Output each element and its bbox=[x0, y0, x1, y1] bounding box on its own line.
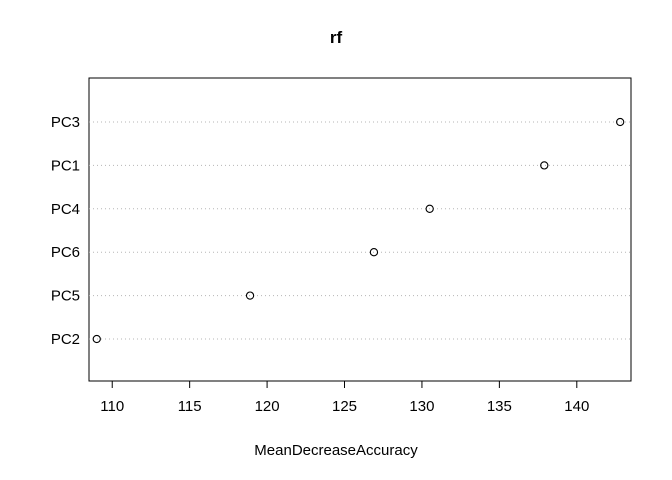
data-point bbox=[540, 161, 549, 170]
x-axis-label: MeanDecreaseAccuracy bbox=[254, 442, 418, 459]
data-point bbox=[425, 204, 434, 213]
x-tick-label: 110 bbox=[100, 398, 124, 415]
data-points bbox=[92, 117, 625, 344]
category-label: PC5 bbox=[51, 288, 80, 305]
grid-lines bbox=[89, 121, 631, 340]
category-labels: PC3 PC1 PC4 PC6 PC5 PC2 bbox=[51, 114, 80, 348]
x-tick-label: 130 bbox=[409, 398, 434, 415]
category-label: PC1 bbox=[51, 157, 80, 174]
chart-title: rf bbox=[329, 28, 343, 47]
plot-frame bbox=[88, 77, 632, 382]
data-point bbox=[245, 291, 255, 300]
x-tick-label: 135 bbox=[487, 398, 512, 415]
data-point bbox=[92, 334, 101, 344]
x-tick-label: 120 bbox=[255, 398, 280, 415]
data-point bbox=[369, 248, 379, 257]
category-label: PC4 bbox=[51, 201, 80, 218]
x-tick-label: 125 bbox=[332, 398, 357, 415]
x-tick-label: 140 bbox=[564, 398, 589, 415]
category-label: PC3 bbox=[51, 114, 80, 131]
x-axis: 110 115 120 125 130 135 140 bbox=[100, 380, 589, 415]
data-point bbox=[616, 117, 625, 127]
category-label: PC6 bbox=[51, 244, 80, 261]
category-label: PC2 bbox=[51, 331, 80, 348]
x-tick-label: 115 bbox=[178, 398, 202, 415]
